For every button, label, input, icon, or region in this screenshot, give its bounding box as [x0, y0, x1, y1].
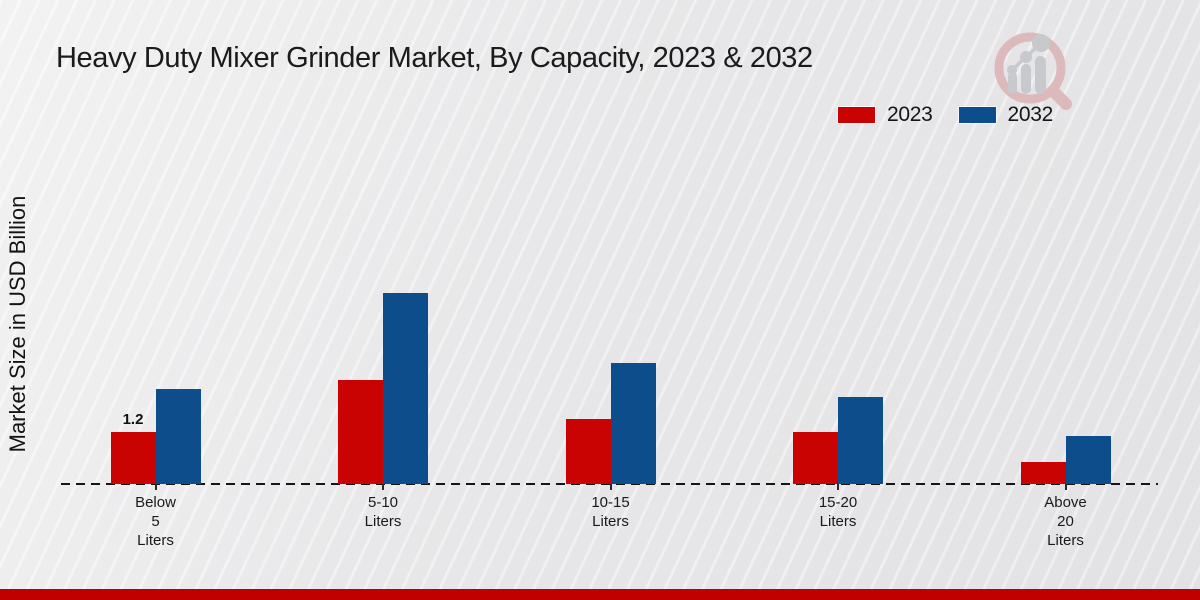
bar-2032-10-15-liters — [610, 362, 656, 484]
bar-2023-10-15-liters — [565, 419, 611, 484]
footer-stripe — [0, 589, 1200, 600]
legend: 2023 2032 — [838, 103, 1053, 127]
x-tick-mark — [1064, 484, 1067, 490]
x-tick-label-15-20-liters: 15-20 Liters — [818, 494, 858, 530]
x-tick-mark — [609, 484, 612, 490]
bar-2032-below-5-liters — [155, 388, 201, 484]
x-tick-label-5-10-liters: 5-10 Liters — [364, 494, 402, 530]
x-tick-label-below-5-liters: Below 5 Liters — [135, 494, 176, 549]
magnifier-bar-chart-logo-icon — [994, 32, 1072, 110]
legend-item-2023: 2023 — [838, 103, 933, 127]
legend-label-2023: 2023 — [887, 103, 933, 126]
bar-2032-15-20-liters — [838, 397, 883, 484]
x-tick-mark — [154, 484, 157, 490]
x-tick-mark — [382, 484, 384, 490]
chart-title: Heavy Duty Mixer Grinder Market, By Capa… — [56, 42, 813, 74]
x-tick-label-10-15-liters: 10-15 Liters — [591, 494, 630, 530]
x-tick-label-above-20-liters: Above 20 Liters — [1044, 494, 1087, 549]
bar-2023-above-20-liters — [1020, 462, 1066, 484]
legend-item-2032: 2032 — [958, 103, 1054, 127]
bar-2023-below-5-liters — [110, 432, 156, 484]
y-axis-label: Market Size in USD Billion — [5, 195, 30, 453]
bar-value-label: 1.2 — [122, 411, 144, 429]
bar-2023-5-10-liters — [338, 380, 383, 484]
x-tick-mark — [837, 484, 839, 490]
bar-2032-5-10-liters — [383, 293, 428, 484]
legend-swatch-2032 — [958, 107, 996, 123]
bar-2032-above-20-liters — [1065, 436, 1111, 484]
legend-swatch-2023 — [838, 107, 875, 123]
legend-label-2032: 2032 — [1007, 103, 1054, 126]
bar-2023-15-20-liters — [793, 432, 838, 484]
